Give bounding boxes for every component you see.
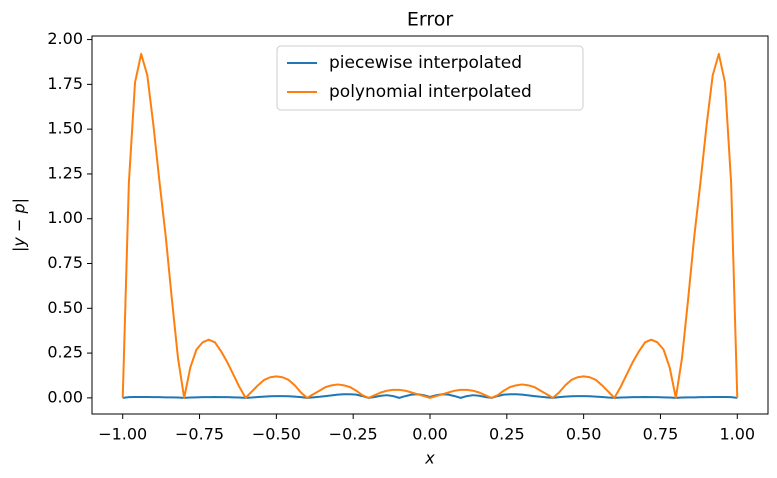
x-tick-label: −1.00 [98,425,147,444]
chart-title: Error [407,9,454,31]
y-tick-label: 1.00 [47,208,83,227]
x-tick-label: 0.25 [489,425,525,444]
x-tick-label: −0.25 [329,425,378,444]
x-tick-label: 1.00 [719,425,755,444]
plot-frame [91,35,769,415]
x-tick-label: −0.50 [252,425,301,444]
y-tick-label: 1.75 [47,74,83,93]
x-tick-label: 0.75 [643,425,679,444]
y-tick-label: 1.50 [47,119,83,138]
legend-box [276,45,584,111]
y-tick-label: 1.25 [47,163,83,182]
y-tick-label: 0.50 [47,298,83,317]
legend-label: polynomial interpolated [329,82,532,102]
x-tick-label: −0.75 [175,425,224,444]
legend-label: piecewise interpolated [329,53,522,73]
y-tick-label: 0.25 [47,343,83,362]
series-line [121,52,739,399]
y-axis-label: |y − p| [10,198,29,252]
x-tick-label: 0.00 [412,425,448,444]
y-tick-label: 0.00 [47,387,83,406]
x-tick-label: 0.50 [566,425,602,444]
x-axis-label: x [424,449,435,468]
y-tick-label: 0.75 [47,253,83,272]
y-tick-label: 2.00 [47,29,83,48]
